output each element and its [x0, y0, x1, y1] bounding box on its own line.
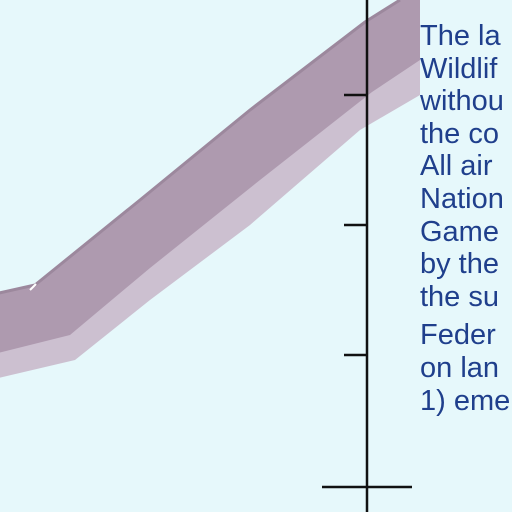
- note-line: Game: [420, 216, 512, 249]
- note-line: the su: [420, 281, 512, 314]
- note-line: by the: [420, 248, 512, 281]
- boundary-route: [0, 0, 420, 380]
- note-line: 1) eme: [420, 385, 512, 418]
- note-line: Nation: [420, 183, 512, 216]
- note-line: withou: [420, 85, 512, 118]
- route-band: [0, 0, 420, 355]
- note-line: The la: [420, 20, 512, 53]
- map-note-text: The la Wildlif withou the co All air Nat…: [420, 20, 512, 417]
- note-line: the co: [420, 118, 512, 151]
- note-line: Wildlif: [420, 53, 512, 86]
- note-line: on lan: [420, 352, 512, 385]
- note-line: Feder: [420, 319, 512, 352]
- note-line: All air: [420, 150, 512, 183]
